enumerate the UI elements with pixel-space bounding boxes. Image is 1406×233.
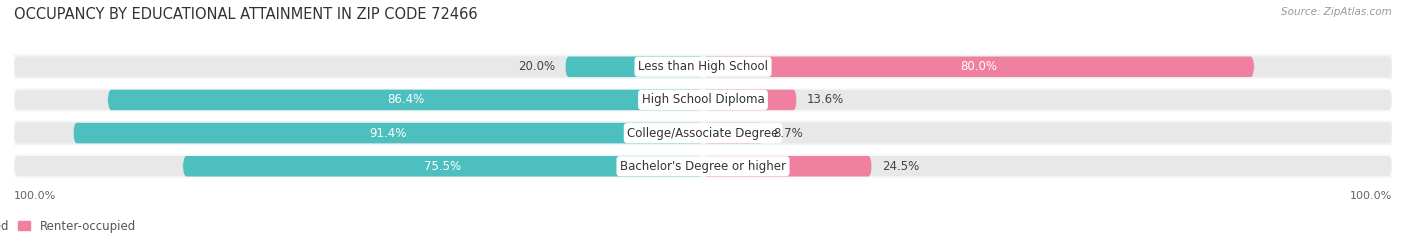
FancyBboxPatch shape [14, 154, 1392, 178]
Text: 100.0%: 100.0% [1350, 191, 1392, 201]
Text: 75.5%: 75.5% [425, 160, 461, 173]
Text: 24.5%: 24.5% [882, 160, 920, 173]
Legend: Owner-occupied, Renter-occupied: Owner-occupied, Renter-occupied [0, 220, 136, 233]
FancyBboxPatch shape [14, 88, 1392, 112]
FancyBboxPatch shape [14, 123, 1392, 143]
Text: 100.0%: 100.0% [14, 191, 56, 201]
Text: 80.0%: 80.0% [960, 60, 997, 73]
FancyBboxPatch shape [14, 57, 1392, 77]
FancyBboxPatch shape [183, 156, 703, 176]
FancyBboxPatch shape [14, 156, 1392, 176]
FancyBboxPatch shape [703, 57, 1254, 77]
Text: High School Diploma: High School Diploma [641, 93, 765, 106]
Text: Bachelor's Degree or higher: Bachelor's Degree or higher [620, 160, 786, 173]
FancyBboxPatch shape [703, 123, 763, 143]
Text: Source: ZipAtlas.com: Source: ZipAtlas.com [1281, 7, 1392, 17]
FancyBboxPatch shape [703, 156, 872, 176]
Text: 20.0%: 20.0% [517, 60, 555, 73]
Text: OCCUPANCY BY EDUCATIONAL ATTAINMENT IN ZIP CODE 72466: OCCUPANCY BY EDUCATIONAL ATTAINMENT IN Z… [14, 7, 478, 22]
FancyBboxPatch shape [14, 121, 1392, 145]
Text: 8.7%: 8.7% [773, 127, 803, 140]
FancyBboxPatch shape [14, 55, 1392, 79]
FancyBboxPatch shape [73, 123, 703, 143]
Text: 86.4%: 86.4% [387, 93, 425, 106]
Text: 13.6%: 13.6% [807, 93, 844, 106]
FancyBboxPatch shape [108, 90, 703, 110]
Text: 91.4%: 91.4% [370, 127, 406, 140]
Text: College/Associate Degree: College/Associate Degree [627, 127, 779, 140]
FancyBboxPatch shape [703, 90, 797, 110]
FancyBboxPatch shape [565, 57, 703, 77]
Text: Less than High School: Less than High School [638, 60, 768, 73]
FancyBboxPatch shape [14, 90, 1392, 110]
